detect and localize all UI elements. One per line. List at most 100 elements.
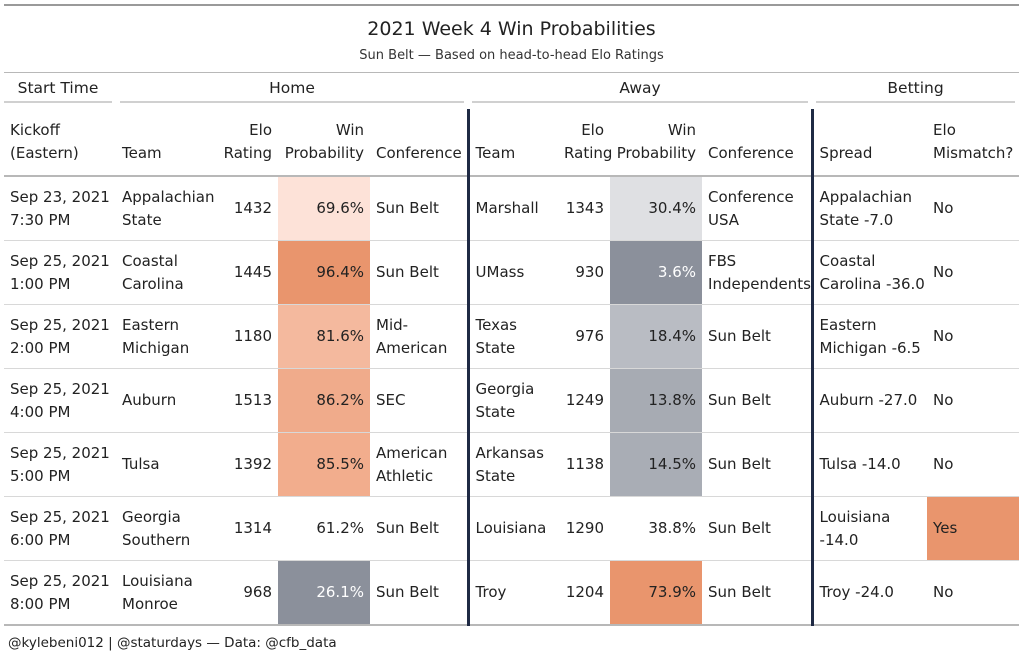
cell-away-team: Troy [468,561,564,626]
cell-home-win-prob: 96.4% [278,241,370,305]
cell-away-conference: Sun Belt [702,305,812,369]
table-row: Sep 25, 2021 1:00 PM Coastal Carolina 1445 96… [4,241,1019,305]
cell-away-elo: 1249 [564,369,610,433]
cell-home-win-prob: 86.2% [278,369,370,433]
cell-away-conference: Sun Belt [702,433,812,497]
cell-away-conference: Sun Belt [702,561,812,626]
cell-away-elo: 1204 [564,561,610,626]
cell-away-conference: Sun Belt [702,497,812,561]
cell-away-win-prob: 38.8% [610,497,702,561]
table-row: Sep 23, 2021 7:30 PM Appalachian State 1432 6… [4,176,1019,241]
cell-home-win-prob: 61.2% [278,497,370,561]
cell-spread: Troy -24.0 [812,561,927,626]
cell-away-conference: FBS Independents [702,241,812,305]
cell-elo-mismatch: No [927,176,1019,241]
cell-elo-mismatch: Yes [927,497,1019,561]
cell-elo-mismatch: No [927,241,1019,305]
cell-home-team: Auburn [116,369,216,433]
cell-away-team: Texas State [468,305,564,369]
cell-elo-mismatch: No [927,561,1019,626]
cell-home-win-prob: 69.6% [278,176,370,241]
table-row: Sep 25, 2021 4:00 PM Auburn 1513 86.2% SEC Geo… [4,369,1019,433]
cell-home-team: Coastal Carolina [116,241,216,305]
cell-home-elo: 1445 [216,241,278,305]
cell-away-team: Arkansas State [468,433,564,497]
cell-away-win-prob: 3.6% [610,241,702,305]
spanner-betting: Betting [816,79,1015,103]
col-elo-mismatch: Elo Mismatch? [927,109,1019,176]
col-kickoff: Kickoff (Eastern) [4,109,116,176]
cell-home-elo: 1180 [216,305,278,369]
cell-away-elo: 976 [564,305,610,369]
cell-spread: Coastal Carolina -36.0 [812,241,927,305]
col-home-team: Team [116,109,216,176]
top-rule [4,4,1019,6]
cell-home-conference: Mid- American [370,305,468,369]
spanner-home: Home [120,79,464,103]
footer-credits: @kylebeni012 | @staturdays — Data: @cfb_… [4,632,1019,654]
cell-away-team: Louisiana [468,497,564,561]
cell-away-conference: Conference USA [702,176,812,241]
cell-home-team: Eastern Michigan [116,305,216,369]
cell-away-elo: 1138 [564,433,610,497]
cell-spread: Eastern Michigan -6.5 [812,305,927,369]
cell-away-elo: 1290 [564,497,610,561]
cell-home-conference: Sun Belt [370,497,468,561]
cell-home-conference: American Athletic [370,433,468,497]
cell-spread: Louisiana -14.0 [812,497,927,561]
table-row: Sep 25, 2021 6:00 PM Georgia Southern 1314 61… [4,497,1019,561]
cell-kickoff: Sep 25, 2021 1:00 PM [4,241,116,305]
col-away-elo: Elo Rating [564,109,610,176]
cell-home-team: Appalachian State [116,176,216,241]
cell-elo-mismatch: No [927,305,1019,369]
cell-away-elo: 1343 [564,176,610,241]
spanner-start-time: Start Time [4,79,112,103]
cell-home-conference: Sun Belt [370,176,468,241]
table-row: Sep 25, 2021 8:00 PM Louisiana Monroe 968 26.… [4,561,1019,626]
cell-kickoff: Sep 25, 2021 4:00 PM [4,369,116,433]
cell-away-win-prob: 14.5% [610,433,702,497]
cell-home-elo: 1432 [216,176,278,241]
cell-away-team: Marshall [468,176,564,241]
cell-away-win-prob: 18.4% [610,305,702,369]
cell-home-conference: Sun Belt [370,241,468,305]
column-header-row: Kickoff (Eastern) Team Elo Rating Win Proba… [4,109,1019,176]
cell-home-win-prob: 81.6% [278,305,370,369]
col-home-elo: Elo Rating [216,109,278,176]
cell-elo-mismatch: No [927,433,1019,497]
cell-away-elo: 930 [564,241,610,305]
page-title: 2021 Week 4 Win Probabilities [4,16,1019,42]
col-home-win-prob: Win Probability [278,109,370,176]
page-subtitle: Sun Belt — Based on head-to-head Elo Rat… [4,46,1019,66]
cell-elo-mismatch: No [927,369,1019,433]
cell-away-team: Georgia State [468,369,564,433]
cell-kickoff: Sep 25, 2021 5:00 PM [4,433,116,497]
cell-away-win-prob: 13.8% [610,369,702,433]
cell-home-elo: 1513 [216,369,278,433]
cell-away-team: UMass [468,241,564,305]
cell-home-win-prob: 85.5% [278,433,370,497]
table-row: Sep 25, 2021 2:00 PM Eastern Michigan 1180 81… [4,305,1019,369]
games-table: Start Time Home Away Betting Kickoff (Eas… [4,73,1019,626]
cell-home-team: Georgia Southern [116,497,216,561]
cell-home-team: Louisiana Monroe [116,561,216,626]
cell-kickoff: Sep 23, 2021 7:30 PM [4,176,116,241]
cell-away-conference: Sun Belt [702,369,812,433]
cell-kickoff: Sep 25, 2021 2:00 PM [4,305,116,369]
cell-away-win-prob: 73.9% [610,561,702,626]
cell-home-elo: 1314 [216,497,278,561]
games-table-body: Sep 23, 2021 7:30 PM Appalachian State 1432 6… [4,176,1019,625]
spanner-away: Away [472,79,808,103]
col-away-conference: Conference [702,109,812,176]
cell-spread: Tulsa -14.0 [812,433,927,497]
col-away-team: Team [468,109,564,176]
cell-home-team: Tulsa [116,433,216,497]
cell-spread: Auburn -27.0 [812,369,927,433]
spanner-row: Start Time Home Away Betting [4,73,1019,109]
col-away-win-prob: Win Probability [610,109,702,176]
col-home-conference: Conference [370,109,468,176]
cell-home-conference: SEC [370,369,468,433]
cell-home-elo: 1392 [216,433,278,497]
col-spread: Spread [812,109,927,176]
cell-away-win-prob: 30.4% [610,176,702,241]
